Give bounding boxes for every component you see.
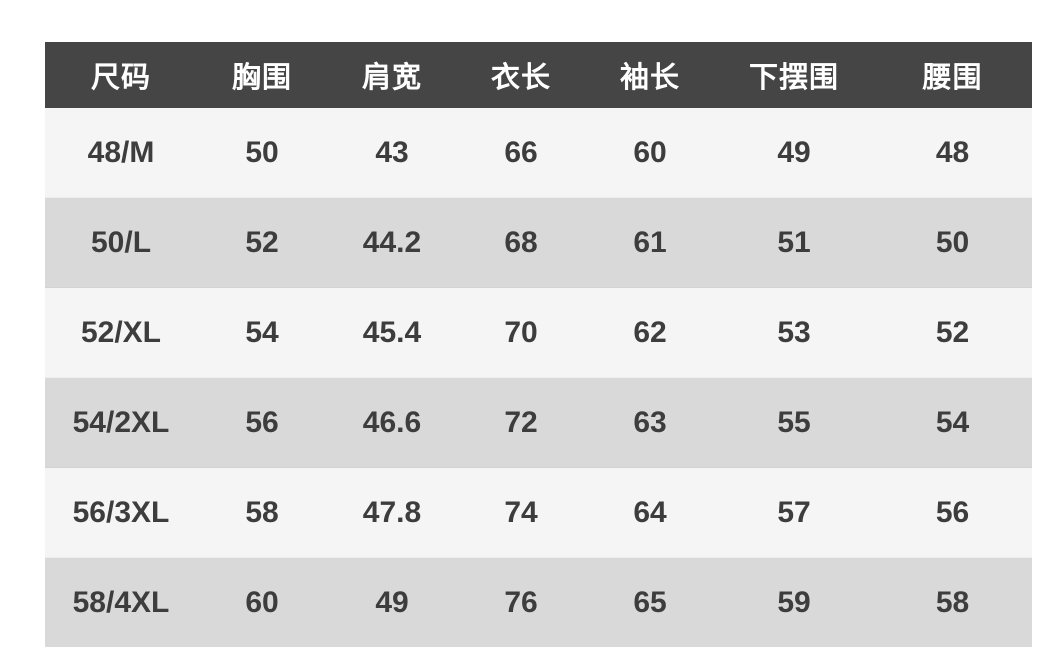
cell-length: 72 (457, 377, 585, 468)
cell-size: 58/4XL (72, 585, 170, 619)
table-header: 尺码 胸围 肩宽 衣长 袖长 下摆围 腰围 (45, 42, 1032, 108)
cell-shoulder: 44.2 (327, 197, 457, 288)
garment-size-chart: 尺码 胸围 肩宽 衣长 袖长 下摆围 腰围 48/M 50 43 66 60 4… (45, 42, 1032, 647)
cell-hem: 51 (715, 197, 873, 288)
cell-shoulder: 47.8 (327, 467, 457, 558)
column-header-hem: 下摆围 (748, 62, 839, 94)
cell-size: 50/L (45, 197, 197, 288)
cell-chest: 58 (197, 467, 327, 558)
cell-chest: 60 (245, 585, 279, 619)
cell-waist: 54 (873, 377, 1032, 468)
cell-shoulder: 49 (375, 585, 409, 619)
cell-size: 52/XL (45, 287, 197, 378)
cell-sleeve: 62 (585, 287, 715, 378)
cell-sleeve: 60 (585, 108, 715, 198)
cell-chest: 56 (197, 377, 327, 468)
cell-shoulder: 43 (327, 108, 457, 198)
cell-size: 48/M (45, 108, 197, 198)
column-header-size: 尺码 (90, 62, 151, 94)
cell-waist: 48 (873, 108, 1032, 198)
cell-chest: 54 (197, 287, 327, 378)
cell-waist: 50 (873, 197, 1032, 288)
cell-length: 74 (457, 467, 585, 558)
cell-shoulder: 45.4 (327, 287, 457, 378)
table-row: 48/M 50 43 66 60 49 48 (45, 108, 1032, 198)
cell-sleeve: 61 (585, 197, 715, 288)
cell-hem: 59 (777, 585, 811, 619)
column-header-sleeve: 袖长 (619, 62, 680, 94)
table-row: 58/4XL 60 49 76 65 59 58 (45, 557, 1032, 647)
column-header-waist: 腰围 (922, 62, 983, 94)
cell-waist: 58 (935, 585, 970, 619)
table-row: 56/3XL 58 47.8 74 64 57 56 (45, 467, 1032, 558)
table-body: 48/M 50 43 66 60 49 48 50/L 52 44.2 68 6… (45, 108, 1032, 647)
cell-length: 68 (457, 197, 585, 288)
cell-hem: 57 (715, 467, 873, 558)
table-row: 52/XL 54 45.4 70 62 53 52 (45, 287, 1032, 378)
cell-sleeve: 64 (585, 467, 715, 558)
column-header-chest: 胸围 (231, 62, 292, 94)
cell-chest: 50 (197, 108, 327, 198)
table-row: 50/L 52 44.2 68 61 51 50 (45, 197, 1032, 288)
column-header-shoulder: 肩宽 (361, 62, 422, 94)
cell-hem: 55 (715, 377, 873, 468)
cell-length: 70 (457, 287, 585, 378)
cell-sleeve: 65 (633, 585, 667, 619)
cell-shoulder: 46.6 (327, 377, 457, 468)
cell-sleeve: 63 (585, 377, 715, 468)
column-header-length: 衣长 (490, 62, 551, 94)
cell-size: 56/3XL (45, 467, 197, 558)
cell-chest: 52 (197, 197, 327, 288)
cell-hem: 53 (715, 287, 873, 378)
cell-hem: 49 (715, 108, 873, 198)
cell-length: 76 (504, 585, 538, 619)
table-row: 54/2XL 56 46.6 72 63 55 54 (45, 377, 1032, 468)
cell-waist: 56 (873, 467, 1032, 558)
cell-size: 54/2XL (45, 377, 197, 468)
cell-length: 66 (457, 108, 585, 198)
table-header-row: 尺码 胸围 肩宽 衣长 袖长 下摆围 腰围 (45, 42, 1032, 108)
cell-waist: 52 (873, 287, 1032, 378)
